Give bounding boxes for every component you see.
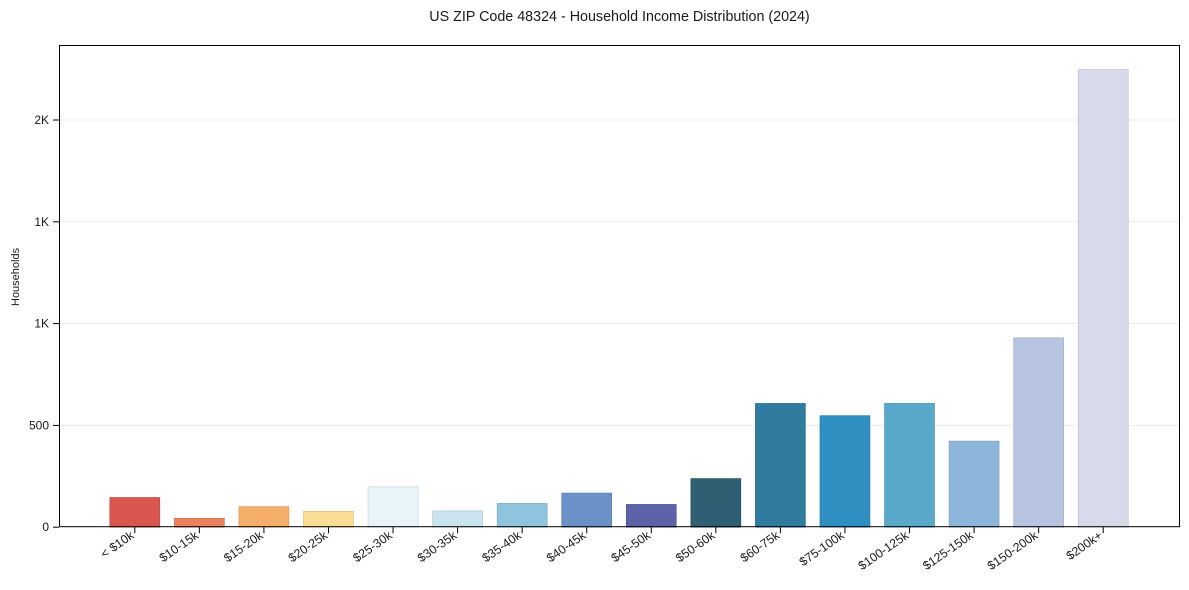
svg-text:0: 0 xyxy=(42,520,49,534)
svg-text:$200k+: $200k+ xyxy=(1064,528,1105,563)
svg-text:$100-125k: $100-125k xyxy=(856,528,912,573)
svg-text:$10-15k: $10-15k xyxy=(157,528,202,565)
svg-text:$20-25k: $20-25k xyxy=(286,528,331,565)
svg-text:$50-60k: $50-60k xyxy=(673,528,718,565)
svg-text:$45-50k: $45-50k xyxy=(609,528,654,565)
svg-text:$150-200k: $150-200k xyxy=(985,528,1041,573)
svg-text:< $10k: < $10k xyxy=(98,528,137,561)
svg-text:$125-150k: $125-150k xyxy=(920,528,976,573)
svg-text:1K: 1K xyxy=(34,215,49,229)
svg-text:$30-35k: $30-35k xyxy=(415,528,460,565)
svg-text:$35-40k: $35-40k xyxy=(479,528,524,565)
svg-text:2K: 2K xyxy=(34,113,49,127)
svg-text:$15-20k: $15-20k xyxy=(221,528,266,565)
svg-text:$60-75k: $60-75k xyxy=(738,528,783,565)
svg-text:$75-100k: $75-100k xyxy=(797,528,848,569)
svg-text:1K: 1K xyxy=(34,317,49,331)
svg-text:500: 500 xyxy=(29,418,49,432)
svg-text:$40-45k: $40-45k xyxy=(544,528,589,565)
svg-text:$25-30k: $25-30k xyxy=(350,528,395,565)
